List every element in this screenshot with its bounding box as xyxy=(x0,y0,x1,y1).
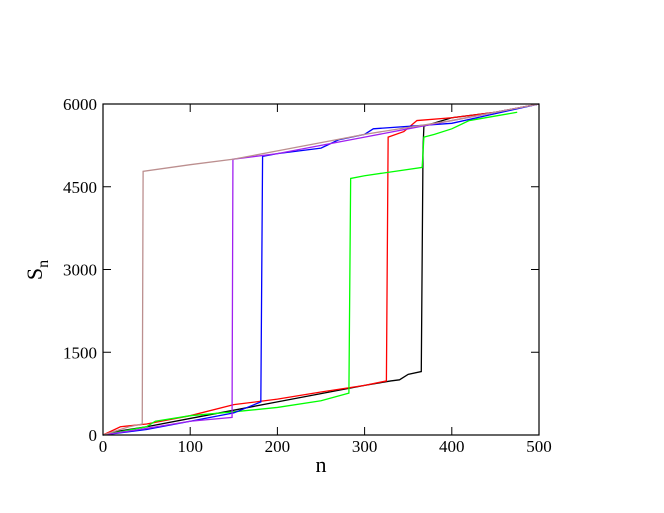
series-line xyxy=(102,103,540,436)
y-axis-label-base: S xyxy=(22,268,47,280)
series-line xyxy=(102,103,540,436)
x-tick-label: 300 xyxy=(352,437,378,456)
series-line xyxy=(102,103,540,436)
series-line xyxy=(102,111,518,436)
series-line xyxy=(102,103,540,436)
x-tick-label: 0 xyxy=(99,437,108,456)
y-tick-label: 6000 xyxy=(63,95,97,114)
y-tick-label: 1500 xyxy=(63,343,97,362)
y-tick-label: 4500 xyxy=(63,178,97,197)
y-tick-label: 0 xyxy=(89,426,98,445)
series-line xyxy=(102,103,540,436)
x-tick-label: 500 xyxy=(526,437,552,456)
x-tick-label: 100 xyxy=(177,437,203,456)
y-axis-label-sub: n xyxy=(35,260,52,268)
y-tick-label: 3000 xyxy=(63,261,97,280)
y-axis-label: Sn xyxy=(22,260,52,280)
x-tick-label: 400 xyxy=(439,437,465,456)
x-tick-label: 200 xyxy=(265,437,291,456)
plot-frame xyxy=(102,103,540,436)
x-axis-label: n xyxy=(316,452,327,477)
